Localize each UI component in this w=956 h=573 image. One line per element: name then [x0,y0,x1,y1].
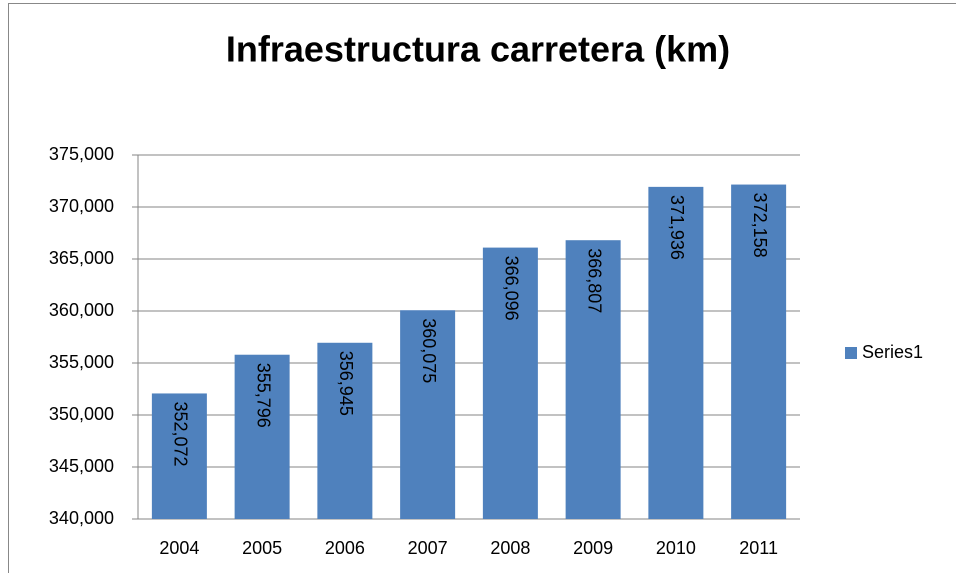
data-label: 356,945 [336,351,356,416]
bar [565,240,621,519]
y-tick-label: 375,000 [49,144,114,164]
data-label: 371,936 [667,195,687,260]
data-label: 366,807 [584,248,604,313]
x-tick-label: 2008 [490,538,530,558]
bar [151,393,207,519]
y-tick-label: 365,000 [49,248,114,268]
y-tick-label: 355,000 [49,352,114,372]
legend-swatch [845,347,857,359]
y-tick-label: 345,000 [49,456,114,476]
bar [400,310,456,519]
legend-label: Series1 [862,342,923,362]
bar [317,342,373,519]
bar [731,184,787,519]
bar [648,186,704,519]
x-tick-label: 2004 [159,538,199,558]
y-tick-label: 370,000 [49,196,114,216]
chart-title: Infraestructura carretera (km) [226,29,730,70]
x-tick-label: 2009 [573,538,613,558]
x-tick-label: 2011 [739,538,778,558]
y-tick-label: 340,000 [49,508,114,528]
chart-border [8,3,956,573]
data-label: 366,096 [502,256,522,321]
data-label: 355,796 [253,363,273,428]
x-tick-label: 2010 [656,538,696,558]
x-tick-label: 2007 [408,538,448,558]
x-tick-label: 2005 [242,538,282,558]
data-label: 352,072 [171,401,191,466]
y-tick-label: 360,000 [49,300,114,320]
x-tick-label: 2006 [325,538,365,558]
y-tick-label: 350,000 [49,404,114,424]
bar [234,354,290,519]
data-label: 360,075 [419,318,439,383]
bar [482,247,538,519]
data-label: 372,158 [750,193,770,258]
